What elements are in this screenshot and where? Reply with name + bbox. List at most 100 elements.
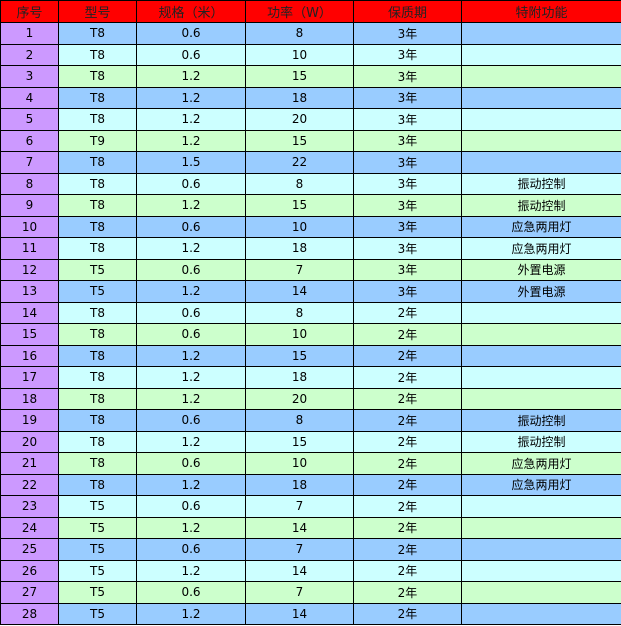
cell-length: 1.2 xyxy=(136,237,246,260)
cell-warranty: 2年 xyxy=(353,602,462,625)
table-row: 5 T8 1.2 20 3年 xyxy=(0,108,621,131)
cell-index: 15 xyxy=(0,323,59,346)
cell-power: 8 xyxy=(245,301,354,324)
table-row: 3 T8 1.2 15 3年 xyxy=(0,65,621,88)
cell-model: T5 xyxy=(58,258,137,281)
cell-length: 1.2 xyxy=(136,430,246,453)
cell-length: 1.2 xyxy=(136,366,246,389)
table-row: 27 T5 0.6 7 2年 xyxy=(0,581,621,604)
header-row: 序号 型号 规格（米） 功率（W） 保质期 特附功能 xyxy=(0,0,621,23)
cell-length: 1.2 xyxy=(136,602,246,625)
cell-index: 28 xyxy=(0,602,59,625)
cell-feature xyxy=(461,323,621,346)
table-row: 2 T8 0.6 10 3年 xyxy=(0,43,621,66)
table-row: 26 T5 1.2 14 2年 xyxy=(0,559,621,582)
table-row: 13 T5 1.2 14 3年 外置电源 xyxy=(0,280,621,303)
cell-warranty: 3年 xyxy=(353,194,462,217)
table-row: 21 T8 0.6 10 2年 应急两用灯 xyxy=(0,452,621,475)
table-row: 15 T8 0.6 10 2年 xyxy=(0,323,621,346)
cell-length: 1.2 xyxy=(136,559,246,582)
cell-model: T8 xyxy=(58,86,137,109)
cell-power: 7 xyxy=(245,538,354,561)
cell-model: T8 xyxy=(58,151,137,174)
cell-power: 15 xyxy=(245,194,354,217)
cell-feature: 振动控制 xyxy=(461,172,621,195)
cell-index: 10 xyxy=(0,215,59,238)
cell-model: T8 xyxy=(58,473,137,496)
table-row: 14 T8 0.6 8 2年 xyxy=(0,301,621,324)
cell-index: 6 xyxy=(0,129,59,152)
table-row: 18 T8 1.2 20 2年 xyxy=(0,387,621,410)
cell-index: 18 xyxy=(0,387,59,410)
cell-power: 8 xyxy=(245,409,354,432)
cell-warranty: 3年 xyxy=(353,22,462,45)
cell-feature xyxy=(461,559,621,582)
table-row: 17 T8 1.2 18 2年 xyxy=(0,366,621,389)
table-row: 11 T8 1.2 18 3年 应急两用灯 xyxy=(0,237,621,260)
table-row: 7 T8 1.5 22 3年 xyxy=(0,151,621,174)
cell-warranty: 2年 xyxy=(353,452,462,475)
table-row: 16 T8 1.2 15 2年 xyxy=(0,344,621,367)
cell-feature xyxy=(461,538,621,561)
cell-model: T8 xyxy=(58,43,137,66)
cell-index: 19 xyxy=(0,409,59,432)
cell-warranty: 2年 xyxy=(353,301,462,324)
cell-index: 26 xyxy=(0,559,59,582)
cell-index: 5 xyxy=(0,108,59,131)
cell-warranty: 2年 xyxy=(353,559,462,582)
cell-index: 3 xyxy=(0,65,59,88)
cell-feature: 振动控制 xyxy=(461,430,621,453)
cell-model: T5 xyxy=(58,280,137,303)
cell-model: T8 xyxy=(58,301,137,324)
cell-warranty: 3年 xyxy=(353,172,462,195)
cell-warranty: 3年 xyxy=(353,151,462,174)
cell-power: 18 xyxy=(245,366,354,389)
cell-length: 1.5 xyxy=(136,151,246,174)
column-header-length: 规格（米） xyxy=(136,0,246,23)
cell-power: 7 xyxy=(245,495,354,518)
cell-warranty: 3年 xyxy=(353,108,462,131)
cell-index: 16 xyxy=(0,344,59,367)
cell-length: 1.2 xyxy=(136,516,246,539)
cell-feature: 应急两用灯 xyxy=(461,473,621,496)
cell-index: 22 xyxy=(0,473,59,496)
column-header-power: 功率（W） xyxy=(245,0,354,23)
cell-warranty: 2年 xyxy=(353,366,462,389)
cell-model: T8 xyxy=(58,108,137,131)
cell-feature: 应急两用灯 xyxy=(461,237,621,260)
cell-warranty: 2年 xyxy=(353,516,462,539)
cell-feature xyxy=(461,581,621,604)
cell-model: T8 xyxy=(58,366,137,389)
cell-length: 0.6 xyxy=(136,22,246,45)
cell-index: 13 xyxy=(0,280,59,303)
cell-length: 0.6 xyxy=(136,172,246,195)
cell-length: 0.6 xyxy=(136,538,246,561)
cell-model: T5 xyxy=(58,538,137,561)
table-row: 8 T8 0.6 8 3年 振动控制 xyxy=(0,172,621,195)
cell-length: 1.2 xyxy=(136,344,246,367)
cell-feature xyxy=(461,366,621,389)
cell-length: 1.2 xyxy=(136,108,246,131)
cell-feature: 外置电源 xyxy=(461,280,621,303)
cell-feature: 应急两用灯 xyxy=(461,452,621,475)
cell-model: T8 xyxy=(58,215,137,238)
cell-warranty: 2年 xyxy=(353,409,462,432)
table-row: 24 T5 1.2 14 2年 xyxy=(0,516,621,539)
cell-feature: 振动控制 xyxy=(461,194,621,217)
cell-power: 14 xyxy=(245,602,354,625)
cell-index: 25 xyxy=(0,538,59,561)
cell-model: T8 xyxy=(58,22,137,45)
cell-power: 15 xyxy=(245,129,354,152)
cell-feature: 外置电源 xyxy=(461,258,621,281)
table-row: 6 T9 1.2 15 3年 xyxy=(0,129,621,152)
cell-power: 14 xyxy=(245,280,354,303)
cell-power: 15 xyxy=(245,65,354,88)
cell-feature xyxy=(461,22,621,45)
cell-length: 0.6 xyxy=(136,495,246,518)
cell-index: 8 xyxy=(0,172,59,195)
cell-power: 10 xyxy=(245,452,354,475)
cell-length: 0.6 xyxy=(136,323,246,346)
cell-model: T5 xyxy=(58,581,137,604)
cell-model: T8 xyxy=(58,172,137,195)
